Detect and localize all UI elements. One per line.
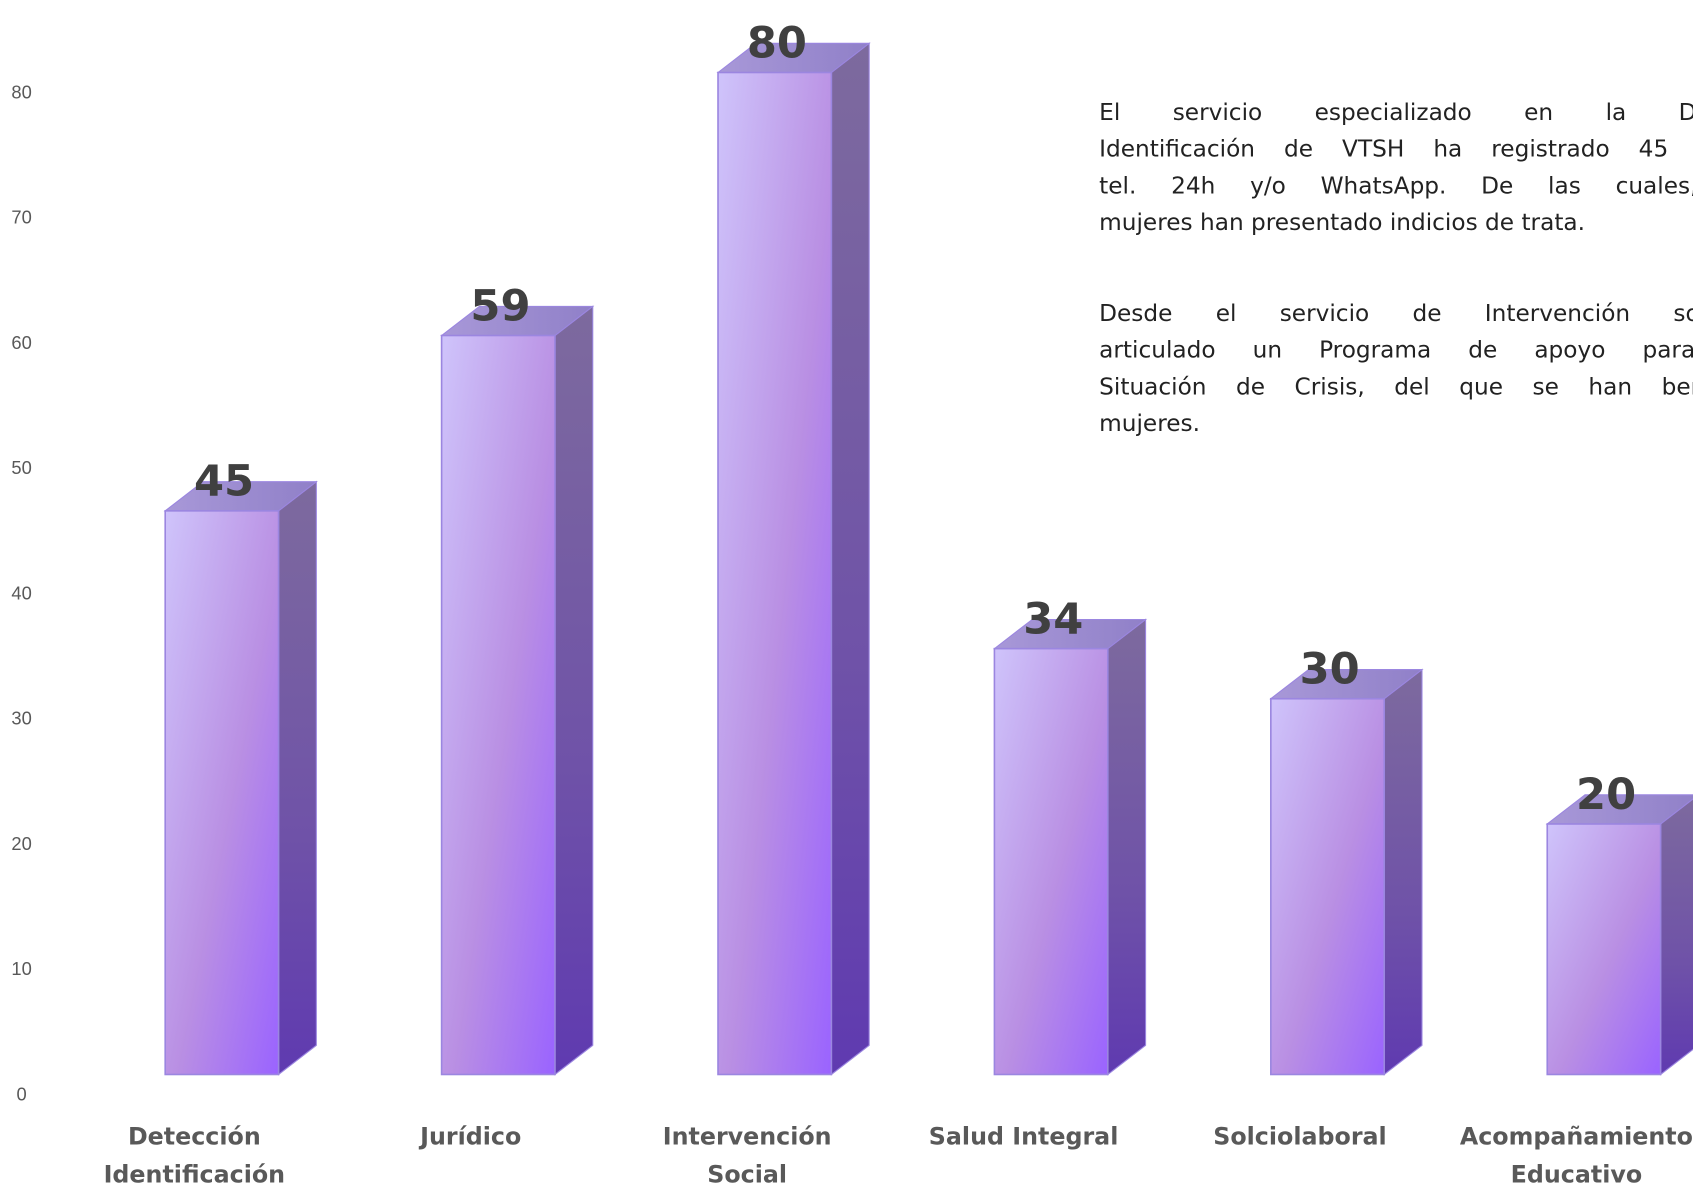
bar-front (164, 510, 280, 1076)
x-tick-label-line: Educativo (1511, 1160, 1643, 1188)
bar-front (993, 647, 1109, 1076)
y-tick-label: 40 (11, 582, 31, 603)
y-tick-label: 10 (11, 958, 31, 979)
value-label: 45 (194, 457, 254, 507)
x-tick-label: Acompañamiento Educativo (1460, 1123, 1693, 1188)
bar-front (1270, 697, 1386, 1076)
x-tick-label: Salud Integral (929, 1123, 1119, 1151)
value-label: 59 (470, 281, 530, 331)
bar-front (440, 334, 556, 1076)
annotation-line: articulado un Programa de apoyo para p (1099, 337, 1693, 365)
x-tick-label-line: Acompañamiento (1460, 1123, 1693, 1151)
x-tick-label-line: Jurídico (418, 1123, 521, 1151)
bar-side (1383, 668, 1423, 1076)
x-tick-label: Solciolaboral (1213, 1123, 1386, 1151)
annotation-line: tel. 24h y/o WhatsApp. De las cuales, 2 (1099, 172, 1693, 200)
bar (1269, 668, 1424, 1076)
y-tick-label: 70 (11, 207, 31, 228)
annotation-paragraph: Desde el servicio de Intervención social… (1099, 296, 1693, 443)
bar (440, 305, 595, 1076)
x-tick-label-line: Detección (128, 1123, 261, 1151)
x-tick-label-line: Solciolaboral (1213, 1123, 1386, 1151)
annotation-line: Identificación de VTSH ha registrado 45 … (1099, 136, 1693, 164)
annotation-line: Situación de Crisis, del que se han bene… (1099, 373, 1693, 401)
x-tick-label-line: Intervención (663, 1123, 832, 1151)
bar (716, 42, 871, 1076)
bar-side (278, 480, 317, 1076)
bar-side (830, 42, 870, 1076)
annotation-line: Desde el servicio de Intervención social… (1099, 300, 1693, 328)
bar-side (554, 305, 594, 1076)
annotation-text: El servicio especializado en la Detec Ide… (1099, 95, 1693, 443)
bar (992, 618, 1148, 1076)
annotation-line: mujeres. (1099, 410, 1201, 438)
x-tick-label: Intervención Social (663, 1123, 832, 1188)
bar-side (1107, 618, 1147, 1076)
annotation-box: El servicio especializado en la Detec Ide… (1099, 95, 1693, 443)
annotation-paragraph: El servicio especializado en la Detec Ide… (1099, 95, 1693, 242)
x-tick-label-line: Social (707, 1160, 787, 1188)
x-tick-label: Detección Identificación (104, 1123, 285, 1188)
annotation-line: mujeres han presentado indicios de trata… (1099, 209, 1586, 237)
bar-front (1546, 823, 1662, 1076)
bar (1545, 794, 1693, 1076)
x-tick-label: Jurídico (418, 1123, 521, 1151)
value-label: 34 (1023, 595, 1083, 645)
y-tick-label: 50 (11, 457, 31, 478)
y-tick-label: 30 (11, 708, 31, 729)
y-tick-label: 20 (11, 833, 31, 854)
annotation-line: El servicio especializado en la Detec (1099, 99, 1693, 127)
y-tick-label: 60 (11, 332, 31, 353)
bar-side (1660, 798, 1693, 1076)
value-label: 20 (1576, 770, 1636, 820)
value-label: 30 (1300, 645, 1360, 695)
x-tick-label-line: Salud Integral (929, 1123, 1119, 1151)
y-tick-label: 80 (11, 81, 31, 102)
value-label: 80 (747, 18, 807, 68)
bar (163, 480, 318, 1076)
y-tick-label: 0 (16, 1083, 26, 1104)
bar-front (717, 71, 833, 1076)
x-tick-label-line: Identificación (104, 1160, 285, 1188)
